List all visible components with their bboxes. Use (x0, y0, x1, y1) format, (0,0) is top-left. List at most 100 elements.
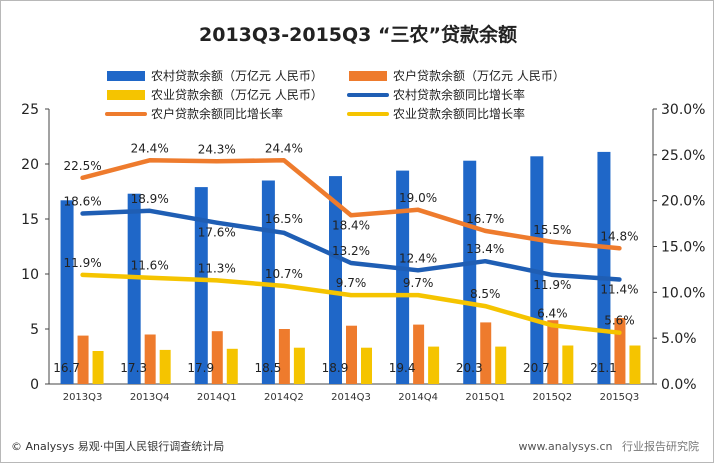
left-tick-label: 15 (21, 212, 39, 228)
line-point (483, 259, 488, 264)
bar-value-label: 18.9 (322, 361, 349, 375)
bar-1 (614, 318, 626, 384)
line-value-label: 8.5% (470, 287, 501, 301)
line-value-label: 24.3% (198, 142, 236, 156)
left-tick-label: 25 (21, 102, 39, 118)
bar-2 (293, 347, 305, 384)
line-value-label: 15.5% (533, 223, 571, 237)
line-value-label: 22.5% (63, 159, 101, 173)
line-point (617, 246, 622, 251)
site-url: www.analysys.cn (518, 440, 613, 453)
bar-value-label: 20.3 (456, 361, 483, 375)
line-value-label: 6.4% (537, 306, 568, 320)
line-point (214, 220, 219, 225)
line-point (80, 175, 85, 180)
line-value-label: 5.6% (604, 314, 635, 328)
right-tick-label: 20.0% (661, 194, 705, 210)
watermark-text: 行业报告研究院 (622, 440, 699, 453)
line-point (416, 207, 421, 212)
bar-0 (60, 200, 74, 384)
bar-value-label: 17.3 (120, 361, 147, 375)
line-point (483, 304, 488, 309)
bar-1 (413, 324, 425, 384)
legend-label: 农业贷款余额同比增长率 (393, 106, 525, 121)
line-value-label: 19.0% (399, 191, 437, 205)
line-value-label: 11.9% (63, 256, 101, 270)
line-value-label: 16.5% (265, 212, 303, 226)
line-value-label: 16.7% (466, 212, 504, 226)
x-tick-label: 2015Q3 (600, 392, 640, 403)
x-tick-label: 2013Q3 (63, 392, 103, 403)
left-tick-label: 5 (30, 322, 39, 338)
line-value-label: 11.4% (600, 283, 638, 297)
bar-2 (226, 348, 238, 384)
right-tick-label: 25.0% (661, 148, 705, 164)
bar-2 (92, 351, 104, 384)
left-tick-label: 0 (30, 377, 39, 393)
bar-2 (428, 346, 440, 384)
line-point (349, 293, 353, 298)
line-value-label: 11.9% (533, 278, 571, 292)
right-tick-label: 30.0% (661, 102, 705, 118)
source-note: © Analysys 易观·中国人民银行调查统计局 (11, 440, 225, 453)
x-tick-label: 2014Q2 (264, 392, 304, 403)
line-value-label: 18.6% (63, 195, 101, 209)
bar-1 (77, 335, 89, 384)
x-tick-label: 2014Q4 (398, 392, 438, 403)
legend-swatch-bar (107, 71, 145, 81)
bar-2 (159, 349, 171, 384)
line-point (147, 275, 152, 280)
right-tick-label: 15.0% (661, 240, 705, 256)
bar-1 (211, 331, 223, 384)
bar-1 (480, 322, 492, 384)
line-value-label: 14.8% (600, 229, 638, 243)
line-point (617, 330, 622, 335)
line-point (281, 158, 286, 163)
bar-1 (346, 325, 357, 384)
line-value-label: 13.4% (466, 242, 504, 256)
bar-1 (278, 329, 290, 384)
line-point (80, 272, 85, 277)
line-point (80, 211, 85, 216)
bar-value-label: 17.9 (187, 361, 214, 375)
line-value-label: 18.4% (332, 218, 370, 232)
line-point (281, 230, 286, 235)
bar-value-label: 20.7 (523, 361, 550, 375)
bar-2 (361, 347, 372, 384)
legend-label: 农户贷款余额（万亿元 人民币） (393, 68, 565, 83)
x-tick-label: 2013Q4 (130, 392, 170, 403)
line-value-label: 18.9% (131, 192, 169, 206)
legend-label: 农村贷款余额同比增长率 (393, 87, 525, 102)
line-point (147, 158, 152, 163)
legend-label: 农村贷款余额（万亿元 人民币） (151, 68, 323, 83)
left-tick-label: 10 (21, 267, 39, 283)
bar-0 (597, 151, 611, 384)
bar-2 (562, 345, 574, 384)
line-point (550, 323, 555, 328)
bar-0 (127, 193, 141, 384)
line-point (416, 293, 421, 298)
right-tick-label: 5.0% (661, 331, 697, 347)
x-tick-label: 2015Q1 (465, 392, 505, 403)
bar-1 (144, 334, 156, 384)
line-value-label: 12.4% (399, 251, 437, 265)
bar-1 (547, 320, 559, 384)
line-point (214, 278, 219, 283)
x-tick-label: 2014Q1 (197, 392, 237, 403)
line-point (147, 208, 152, 213)
line-value-label: 11.6% (131, 259, 169, 273)
line-point (550, 239, 555, 244)
bar-0 (329, 176, 342, 384)
bar-value-label: 18.5 (255, 361, 282, 375)
bar-value-label: 16.7 (53, 361, 80, 375)
bar-2 (629, 345, 641, 384)
line-value-label: 11.3% (198, 261, 236, 275)
footer-site: www.analysys.cn 行业报告研究院 (519, 438, 699, 454)
chart-title: 2013Q3-2015Q3 “三农”贷款余额 (199, 23, 517, 46)
line-value-label: 10.7% (265, 267, 303, 281)
line-point (617, 277, 622, 282)
line-value-label: 9.7% (403, 276, 434, 290)
line-value-label: 24.4% (265, 141, 303, 155)
